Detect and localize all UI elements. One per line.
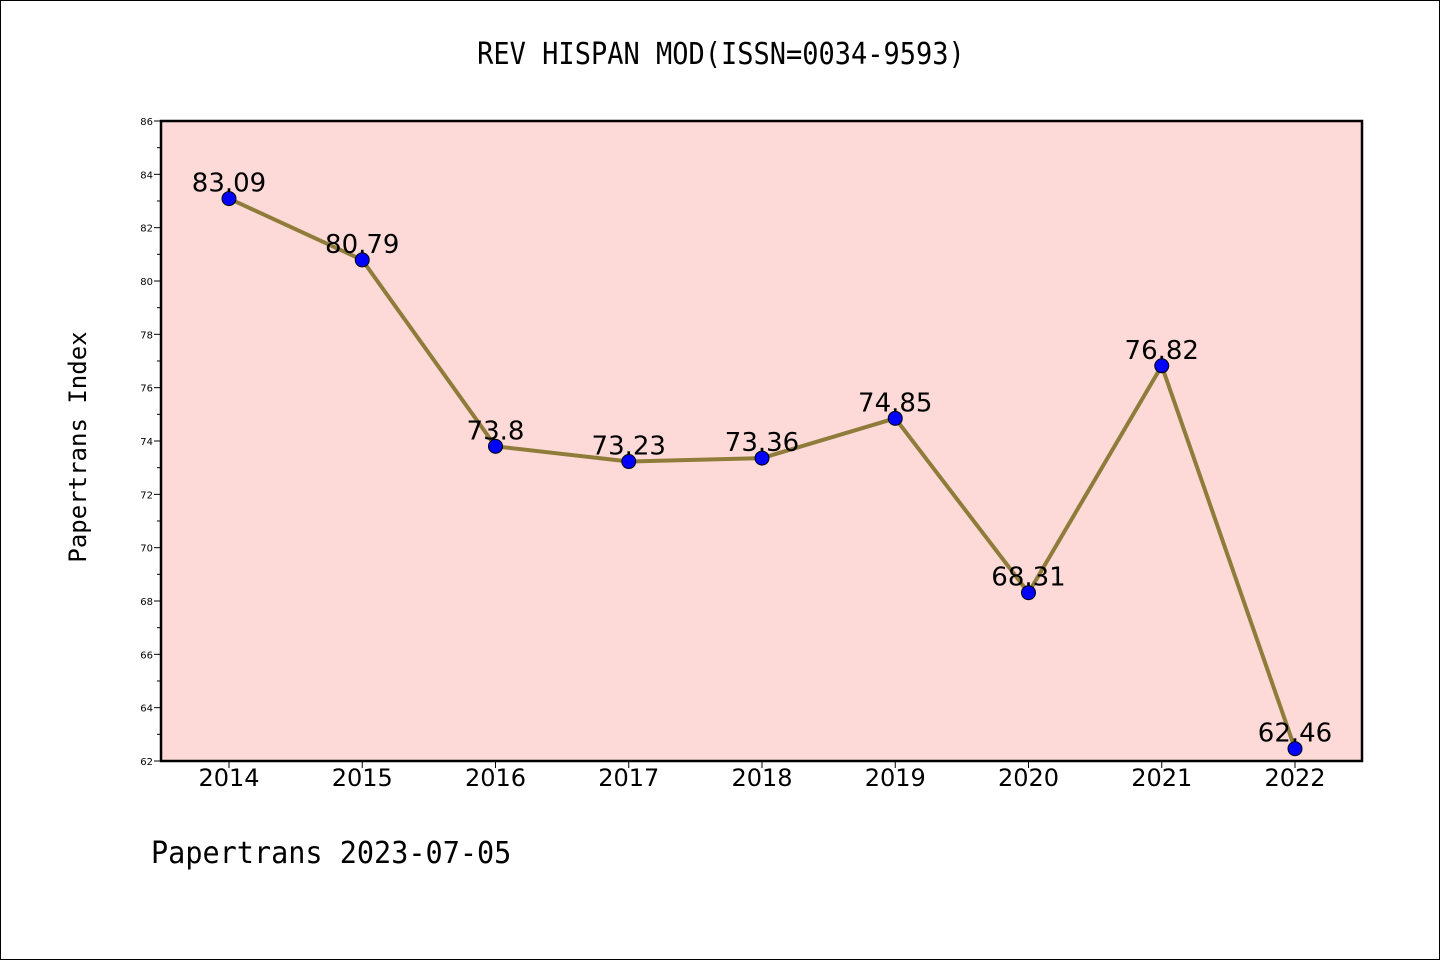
x-tick-label: 2022 — [1264, 764, 1325, 792]
x-tick-label: 2017 — [598, 764, 659, 792]
data-point — [887, 410, 903, 426]
data-point — [221, 191, 237, 207]
data-label: 73.36 — [725, 428, 799, 458]
y-tick-label: 68 — [140, 597, 153, 608]
x-tick-label: 2014 — [198, 764, 259, 792]
y-tick-label: 84 — [140, 170, 153, 181]
y-tick-label: 76 — [140, 384, 153, 395]
data-label: 73.23 — [592, 432, 666, 462]
y-tick-label: 66 — [140, 650, 153, 661]
chart-title: REV HISPAN MOD(ISSN=0034-9593) — [477, 37, 965, 72]
x-tick-label: 2021 — [1131, 764, 1192, 792]
data-point — [621, 454, 637, 470]
data-label: 76.82 — [1125, 336, 1199, 366]
data-point — [488, 438, 503, 454]
data-label: 83.09 — [192, 169, 266, 199]
data-point — [1021, 585, 1036, 601]
x-tick-label: 2018 — [731, 764, 792, 792]
x-tick-label: 2016 — [465, 764, 526, 792]
data-point — [754, 450, 770, 466]
x-tick-label: 2019 — [865, 764, 926, 792]
y-tick-label: 70 — [140, 544, 153, 555]
y-tick-label: 74 — [140, 437, 153, 448]
footer-credit: Papertrans 2023-07-05 — [151, 836, 512, 871]
data-label: 73.8 — [467, 416, 525, 446]
data-point — [1154, 358, 1170, 374]
x-tick-label: 2015 — [332, 764, 393, 792]
data-label: 74.85 — [858, 388, 932, 418]
data-label: 80.79 — [325, 230, 399, 260]
y-tick-label: 64 — [140, 704, 153, 715]
y-tick-label: 82 — [140, 224, 153, 235]
data-point — [354, 252, 370, 268]
data-label: 68.31 — [991, 563, 1065, 593]
plot-area — [161, 121, 1362, 761]
plot-border — [159, 119, 1364, 763]
y-tick-label: 78 — [140, 330, 153, 341]
y-tick-label: 86 — [140, 117, 153, 128]
y-tick-label: 80 — [140, 277, 153, 288]
data-label: 62.46 — [1258, 719, 1332, 749]
y-tick-label: 72 — [140, 490, 153, 501]
y-tick-label: 62 — [140, 757, 153, 768]
x-tick-label: 2020 — [998, 764, 1059, 792]
data-point — [1287, 741, 1303, 757]
